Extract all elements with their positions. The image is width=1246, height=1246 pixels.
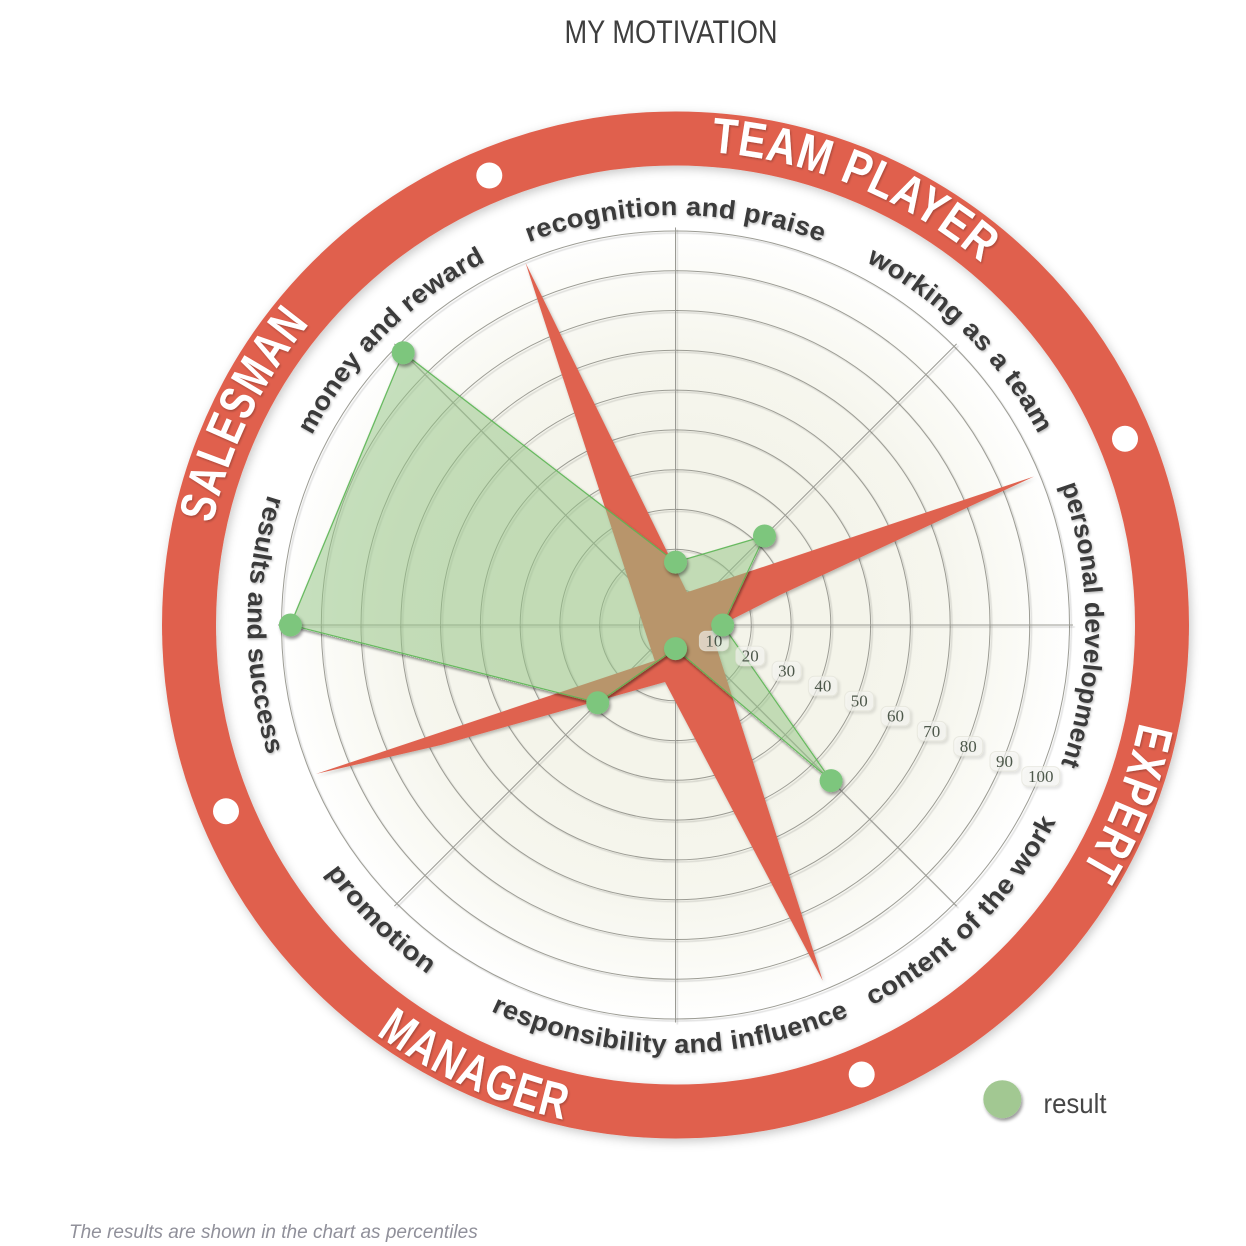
svg-text:60: 60 bbox=[887, 707, 904, 726]
svg-text:10: 10 bbox=[705, 632, 722, 651]
svg-text:SALESMAN: SALESMAN bbox=[169, 295, 319, 527]
svg-text:70: 70 bbox=[923, 722, 940, 741]
svg-text:90: 90 bbox=[996, 752, 1013, 771]
svg-text:50: 50 bbox=[851, 692, 868, 711]
svg-text:MY MOTIVATION: MY MOTIVATION bbox=[565, 14, 778, 50]
svg-text:80: 80 bbox=[960, 737, 977, 756]
svg-text:result: result bbox=[1044, 1088, 1107, 1119]
svg-text:The results are shown in the c: The results are shown in the chart as pe… bbox=[69, 1222, 478, 1243]
svg-text:30: 30 bbox=[778, 662, 795, 681]
svg-text:100: 100 bbox=[1028, 767, 1054, 786]
svg-text:20: 20 bbox=[742, 647, 759, 666]
svg-text:40: 40 bbox=[814, 677, 831, 696]
